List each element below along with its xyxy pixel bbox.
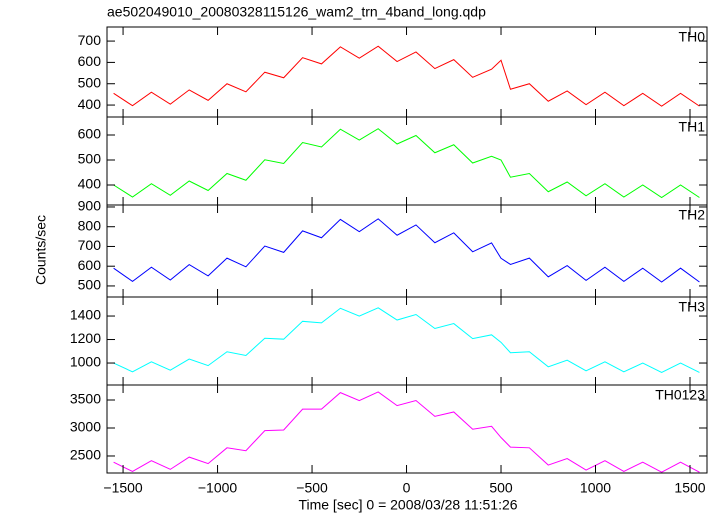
x-tick-label: 1000: [580, 480, 611, 496]
y-tick-label: 600: [78, 53, 102, 69]
x-tick-label: 0: [403, 480, 411, 496]
x-tick-label: −1500: [103, 480, 143, 496]
panel-frame: [106, 204, 708, 298]
data-line: [113, 391, 700, 473]
y-tick-label: 1000: [70, 354, 101, 370]
data-line: [113, 128, 700, 199]
panel-label: TH2: [679, 207, 706, 223]
x-tick-label: 500: [489, 480, 513, 496]
y-axis-label: Counts/sec: [33, 215, 49, 285]
y-tick-label: 400: [78, 176, 102, 192]
y-tick-label: 900: [78, 198, 102, 214]
data-line: [113, 218, 700, 283]
panel-frame: [106, 26, 708, 118]
y-tick-label: 500: [78, 151, 102, 167]
panel-label: TH3: [679, 299, 706, 315]
panel-label: TH0123: [655, 387, 705, 403]
x-tick-label: −500: [296, 480, 328, 496]
x-tick-label: 1500: [674, 480, 705, 496]
panel-frame: [106, 296, 708, 386]
chart-title: ae502049010_20080328115126_wam2_trn_4ban…: [107, 4, 486, 20]
y-tick-label: 800: [78, 217, 102, 233]
y-tick-label: 3500: [70, 391, 101, 407]
panel-label: TH1: [679, 119, 706, 135]
y-tick-label: 600: [78, 257, 102, 273]
y-tick-label: 500: [78, 74, 102, 90]
y-tick-label: 3000: [70, 419, 101, 435]
panel-label: TH0: [679, 29, 706, 45]
y-tick-label: 2500: [70, 447, 101, 463]
x-tick-label: −1000: [198, 480, 238, 496]
data-line: [113, 307, 700, 373]
data-line: [113, 45, 700, 107]
y-tick-label: 1400: [70, 307, 101, 323]
y-tick-label: 700: [78, 237, 102, 253]
y-tick-label: 500: [78, 277, 102, 293]
y-tick-label: 400: [78, 96, 102, 112]
x-axis-label: Time [sec] 0 = 2008/03/28 11:51:26: [298, 497, 517, 513]
y-tick-label: 600: [78, 126, 102, 142]
y-tick-label: 1200: [70, 330, 101, 346]
y-tick-label: 700: [78, 32, 102, 48]
